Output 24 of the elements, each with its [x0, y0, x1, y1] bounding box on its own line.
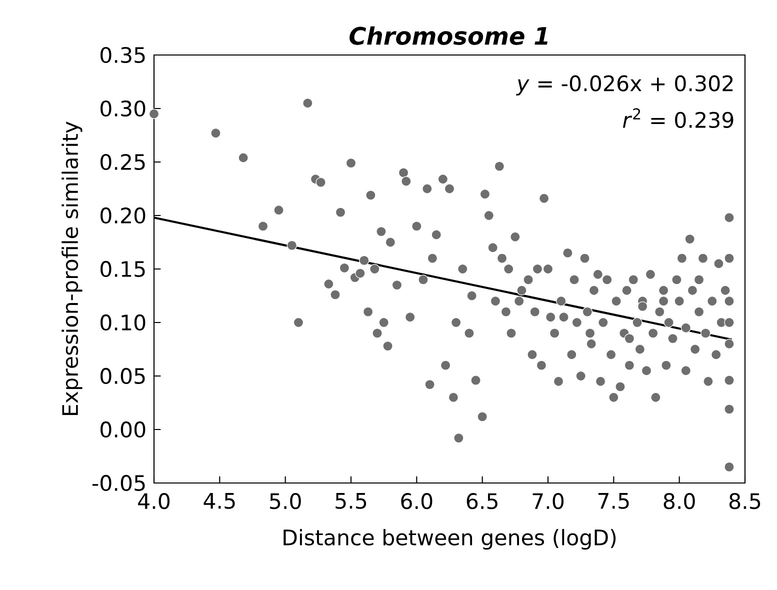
y-tick-label: 0.00 — [100, 421, 146, 438]
y-tick-label: 0.30 — [100, 100, 146, 117]
y-tick-label: 0.10 — [100, 314, 146, 331]
y-tick-label: 0.20 — [100, 207, 146, 224]
x-axis-title: Distance between genes (logD) — [284, 529, 616, 550]
x-tick-label: 7.5 — [598, 493, 629, 509]
y-tick-label: 0.05 — [100, 368, 145, 384]
x-tick-label: 8.0 — [664, 493, 695, 510]
y-tick-label: 0.35 — [100, 46, 145, 64]
x-tick-label: 6.0 — [401, 493, 432, 510]
y-tick-label: 0.15 — [100, 260, 145, 278]
x-tick-label: 4.0 — [138, 493, 170, 510]
x-tick-label: 4.5 — [204, 493, 235, 509]
x-tick-label: 7.0 — [532, 493, 564, 510]
x-tick-label: 5.5 — [336, 493, 366, 509]
y-axis-title: Expression-profile similarity — [62, 122, 82, 415]
chart-title: Chromosome 1 — [350, 26, 548, 45]
annotation: y = -0.026x + 0.302 — [516, 75, 733, 96]
y-tick-label: -0.05 — [92, 474, 145, 492]
annotation: r$^{2}$ = 0.239 — [622, 108, 734, 128]
x-tick-label: 6.5 — [466, 493, 498, 510]
y-tick-label: 0.25 — [100, 154, 145, 170]
x-tick-label: 5.0 — [270, 493, 301, 510]
x-tick-label: 8.5 — [729, 493, 760, 510]
